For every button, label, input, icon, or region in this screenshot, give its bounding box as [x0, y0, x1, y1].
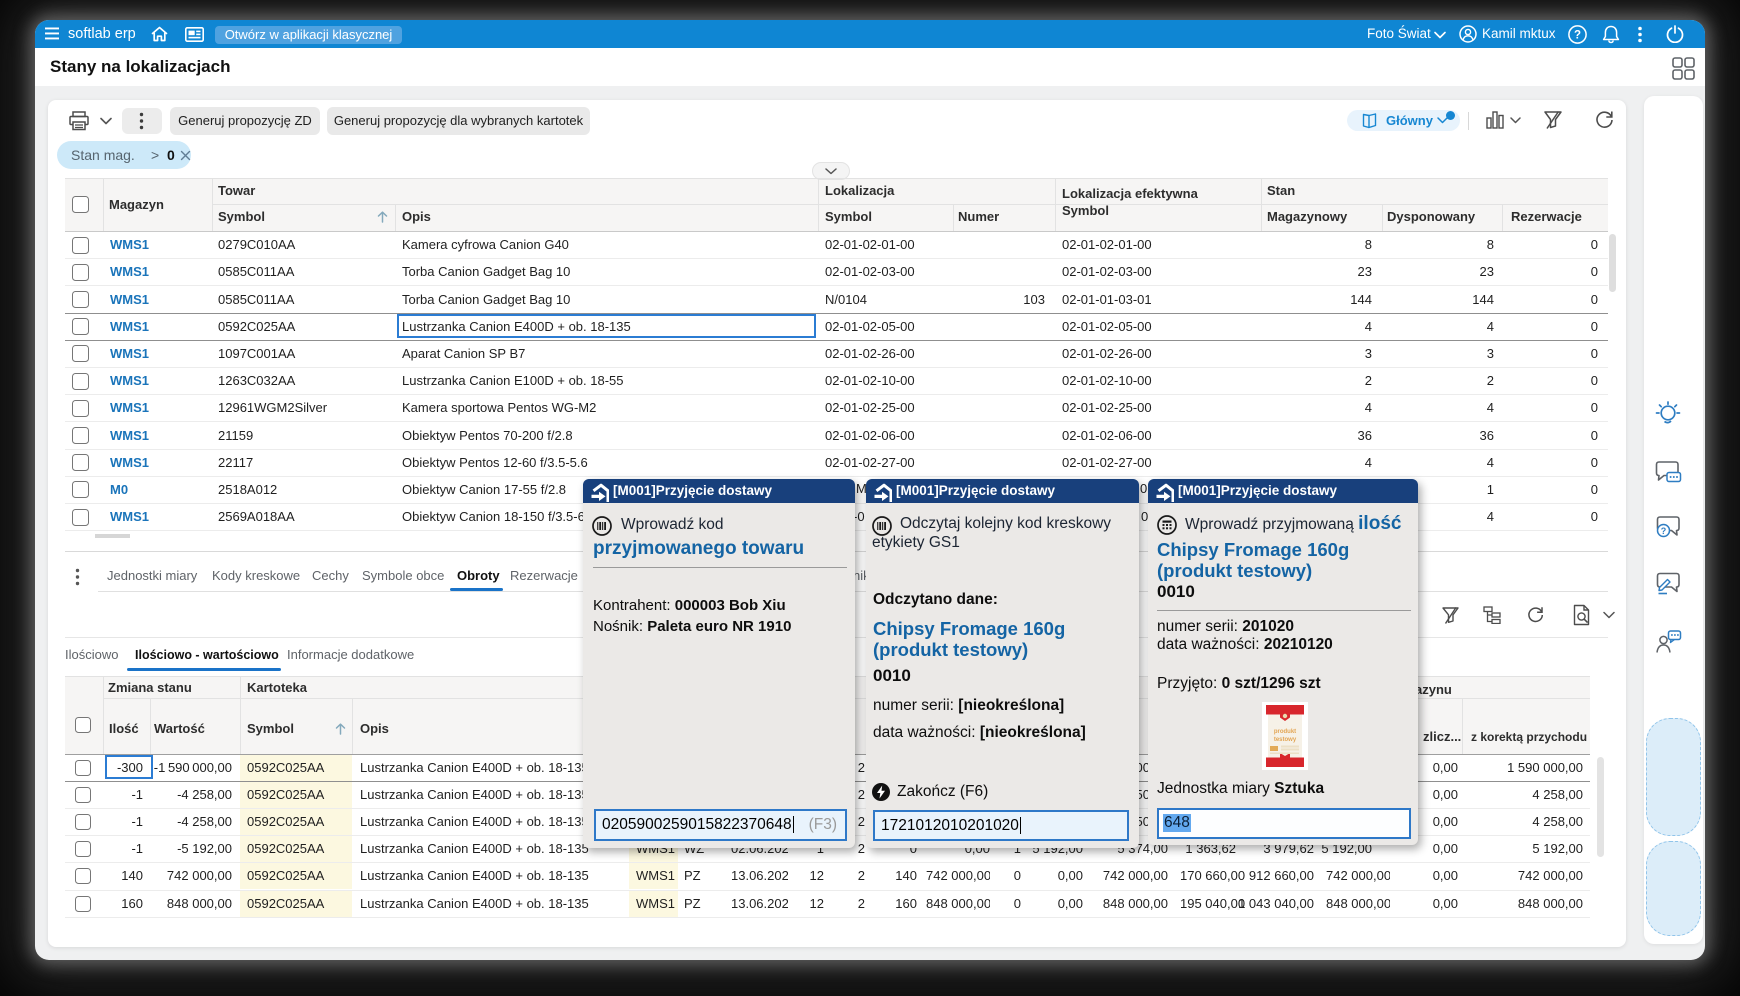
svg-text:testowy: testowy	[1274, 737, 1297, 743]
svg-text:produkt: produkt	[1274, 729, 1296, 735]
svg-text:?: ?	[1574, 30, 1581, 42]
svg-text:?: ?	[1661, 526, 1667, 536]
